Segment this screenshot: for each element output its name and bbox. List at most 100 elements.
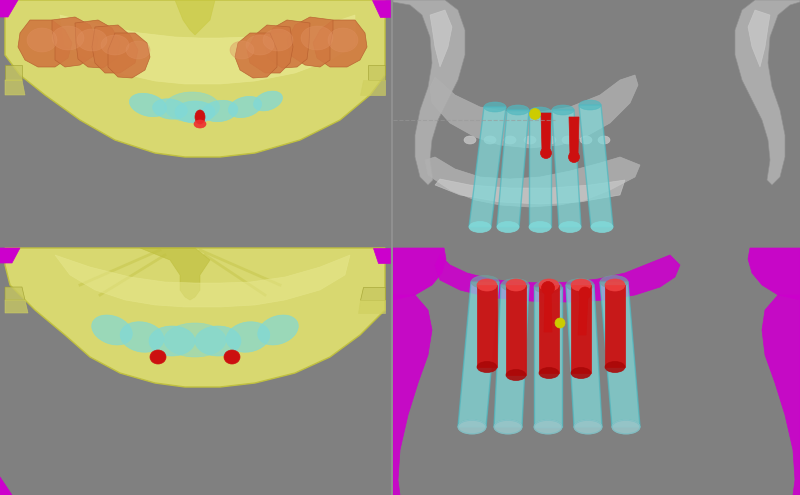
Ellipse shape	[126, 41, 150, 59]
Polygon shape	[541, 113, 551, 151]
Ellipse shape	[529, 221, 551, 233]
Polygon shape	[393, 0, 465, 185]
Polygon shape	[435, 179, 625, 204]
Ellipse shape	[226, 322, 270, 352]
Polygon shape	[5, 80, 25, 95]
Ellipse shape	[555, 318, 565, 328]
Ellipse shape	[506, 279, 526, 291]
Polygon shape	[373, 248, 390, 263]
Polygon shape	[140, 248, 210, 300]
Ellipse shape	[230, 41, 254, 59]
Polygon shape	[566, 285, 602, 427]
Polygon shape	[60, 15, 355, 84]
Polygon shape	[748, 10, 770, 67]
Ellipse shape	[579, 287, 591, 299]
Polygon shape	[469, 107, 506, 227]
Ellipse shape	[539, 367, 559, 379]
Ellipse shape	[484, 102, 506, 112]
Polygon shape	[287, 17, 333, 67]
Ellipse shape	[228, 97, 262, 118]
Ellipse shape	[580, 136, 592, 144]
Ellipse shape	[469, 221, 491, 233]
Ellipse shape	[591, 221, 613, 233]
Polygon shape	[0, 477, 12, 495]
Polygon shape	[506, 285, 526, 375]
Polygon shape	[425, 157, 640, 207]
Polygon shape	[75, 20, 120, 68]
Ellipse shape	[477, 361, 497, 373]
Ellipse shape	[77, 29, 107, 51]
Polygon shape	[458, 282, 499, 427]
Ellipse shape	[600, 276, 628, 289]
Ellipse shape	[484, 136, 496, 144]
Ellipse shape	[534, 420, 562, 434]
Ellipse shape	[195, 110, 205, 124]
Bar	[391, 0, 393, 495]
Polygon shape	[430, 10, 452, 67]
Polygon shape	[5, 0, 385, 157]
Polygon shape	[539, 285, 559, 373]
Ellipse shape	[562, 136, 574, 144]
Polygon shape	[605, 285, 625, 367]
Ellipse shape	[506, 369, 526, 381]
Ellipse shape	[149, 326, 195, 356]
Polygon shape	[175, 0, 215, 35]
Polygon shape	[108, 33, 150, 78]
Ellipse shape	[27, 28, 57, 52]
Ellipse shape	[263, 29, 293, 51]
Ellipse shape	[507, 105, 529, 115]
Ellipse shape	[477, 279, 497, 291]
Ellipse shape	[579, 100, 601, 110]
Ellipse shape	[328, 28, 358, 52]
Ellipse shape	[566, 279, 594, 292]
Ellipse shape	[246, 35, 274, 55]
Polygon shape	[552, 110, 581, 227]
Ellipse shape	[52, 26, 84, 50]
Ellipse shape	[598, 136, 610, 144]
Ellipse shape	[544, 136, 556, 144]
Polygon shape	[5, 287, 25, 300]
Ellipse shape	[569, 151, 579, 162]
Ellipse shape	[524, 136, 536, 144]
Polygon shape	[5, 248, 385, 387]
Ellipse shape	[534, 420, 562, 434]
Ellipse shape	[258, 315, 298, 345]
Ellipse shape	[458, 420, 486, 434]
Polygon shape	[494, 285, 529, 427]
Polygon shape	[544, 290, 552, 332]
Ellipse shape	[120, 322, 164, 352]
Bar	[393, 248, 800, 495]
Polygon shape	[430, 75, 638, 148]
Ellipse shape	[571, 279, 591, 291]
Ellipse shape	[552, 105, 574, 115]
Ellipse shape	[494, 420, 522, 434]
Polygon shape	[92, 25, 138, 73]
Polygon shape	[748, 248, 800, 300]
Ellipse shape	[504, 136, 516, 144]
Ellipse shape	[574, 420, 602, 434]
Polygon shape	[372, 0, 390, 17]
Ellipse shape	[195, 326, 241, 356]
Polygon shape	[578, 295, 588, 335]
Ellipse shape	[301, 26, 333, 50]
Polygon shape	[497, 110, 529, 227]
Polygon shape	[55, 255, 350, 307]
Ellipse shape	[458, 420, 486, 434]
Polygon shape	[5, 300, 28, 313]
Polygon shape	[313, 20, 367, 67]
Polygon shape	[393, 248, 446, 300]
Ellipse shape	[471, 276, 499, 289]
Polygon shape	[393, 295, 432, 495]
Polygon shape	[18, 20, 72, 67]
Ellipse shape	[175, 101, 215, 123]
Polygon shape	[360, 287, 385, 300]
Polygon shape	[762, 295, 800, 495]
Ellipse shape	[541, 148, 551, 158]
Ellipse shape	[202, 100, 238, 122]
Ellipse shape	[254, 91, 282, 111]
Polygon shape	[358, 300, 385, 313]
Polygon shape	[477, 285, 497, 367]
Polygon shape	[360, 80, 385, 95]
Ellipse shape	[559, 221, 581, 233]
Polygon shape	[569, 117, 579, 155]
